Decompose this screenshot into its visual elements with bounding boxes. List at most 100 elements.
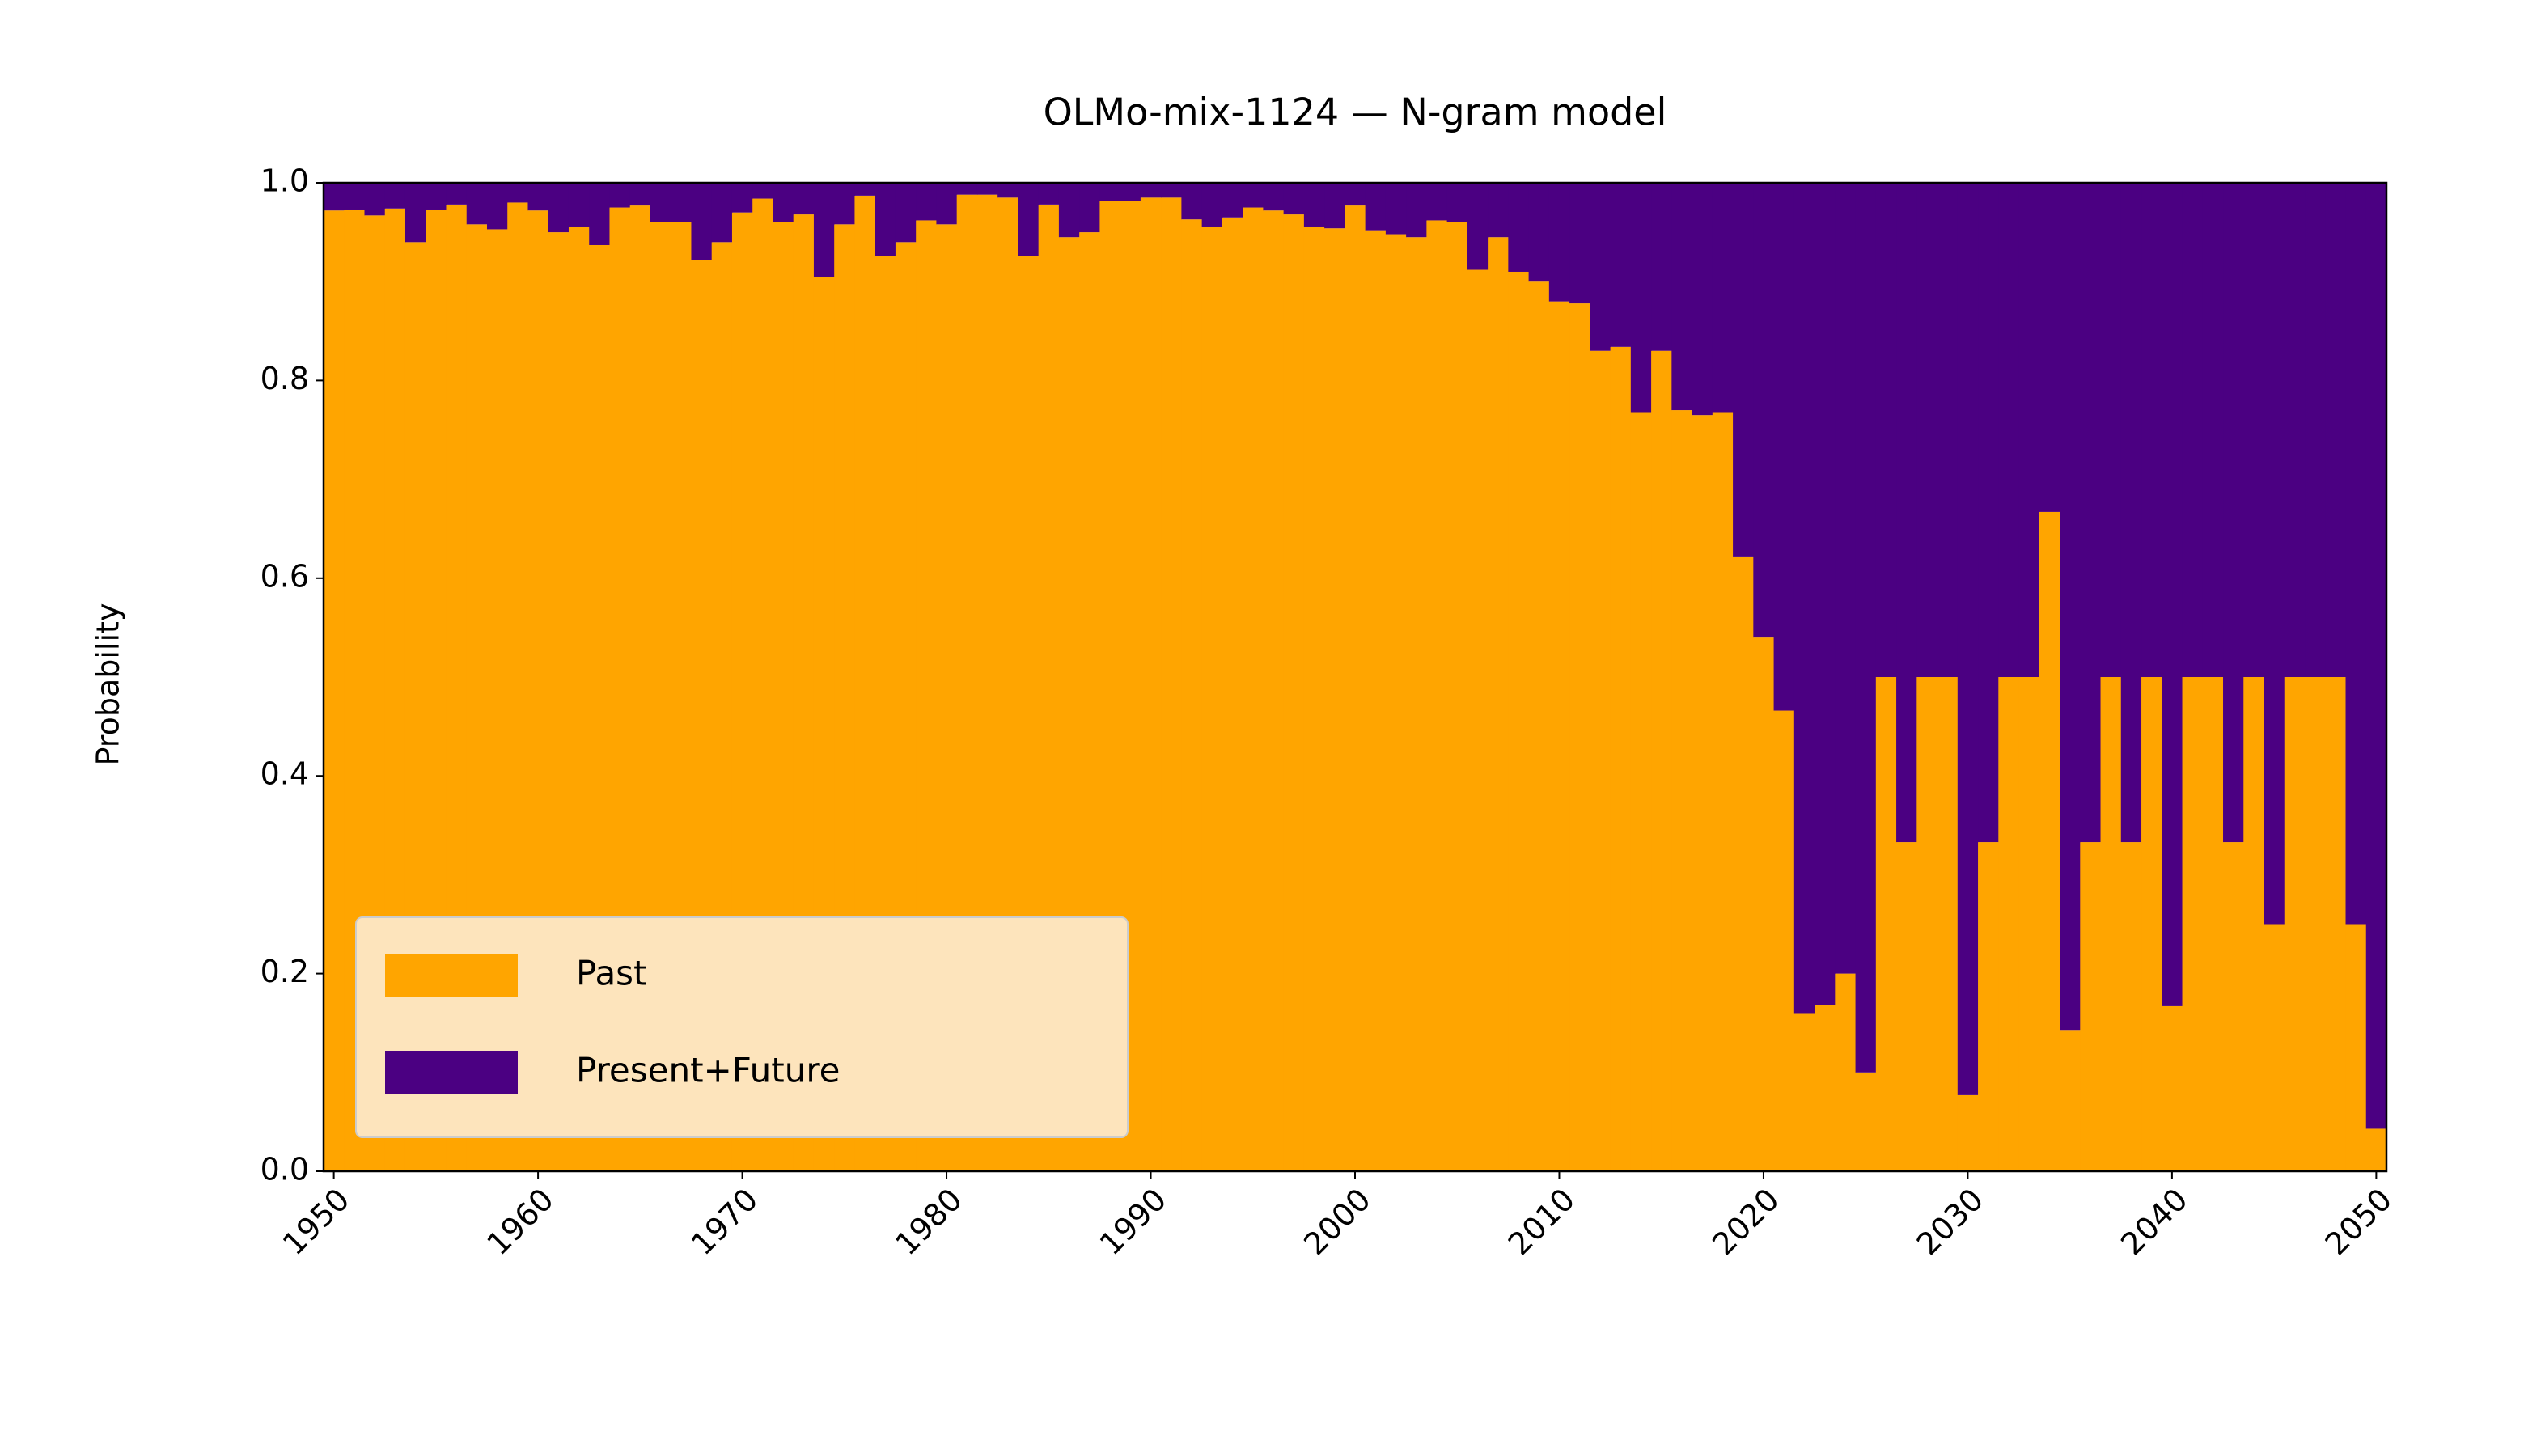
bar-segment bbox=[2223, 842, 2244, 1171]
bar-segment bbox=[1651, 183, 1672, 351]
bar-segment bbox=[1508, 183, 1530, 272]
bar-segment bbox=[1058, 183, 1080, 238]
bar-segment bbox=[1896, 842, 1917, 1171]
bar-segment bbox=[1630, 183, 1652, 413]
bar-segment bbox=[1793, 183, 1815, 1014]
y-axis-label: Probability bbox=[91, 603, 126, 766]
bar-segment bbox=[2162, 183, 2183, 1006]
x-tick-label: 2000 bbox=[1297, 1182, 1378, 1263]
bar-segment bbox=[2080, 842, 2102, 1171]
bar-segment bbox=[1896, 183, 1917, 843]
bar-segment bbox=[834, 183, 856, 225]
bar-segment bbox=[1038, 183, 1060, 205]
y-tick-label: 0.8 bbox=[260, 361, 309, 396]
bar-segment bbox=[1610, 183, 1632, 347]
bar-segment bbox=[466, 183, 488, 225]
x-tick-label: 2040 bbox=[2114, 1182, 2195, 1263]
bar-segment bbox=[1263, 210, 1285, 1171]
bar-segment bbox=[1733, 556, 1754, 1171]
bar-segment bbox=[2060, 183, 2081, 1031]
bar-segment bbox=[1467, 183, 1489, 270]
bar-segment bbox=[1365, 183, 1387, 231]
bar-segment bbox=[1548, 301, 1570, 1171]
bar-segment bbox=[2325, 677, 2347, 1171]
bar-segment bbox=[1406, 183, 1427, 238]
bar-segment bbox=[1201, 226, 1223, 1171]
bar-segment bbox=[1590, 183, 1611, 351]
bar-segment bbox=[2120, 183, 2142, 843]
legend-label: Past bbox=[576, 954, 647, 993]
bar-segment bbox=[895, 183, 917, 243]
bar-segment bbox=[2018, 677, 2040, 1171]
x-tick-label: 1980 bbox=[888, 1182, 969, 1263]
bar-segment bbox=[997, 183, 1019, 198]
bar-segment bbox=[2100, 677, 2122, 1171]
bar-segment bbox=[1385, 234, 1407, 1172]
bar-segment bbox=[1916, 183, 1938, 677]
bar-segment bbox=[1528, 281, 1550, 1172]
legend: Past Present+Future bbox=[355, 916, 1129, 1138]
bar-segment bbox=[773, 183, 794, 222]
y-tick-label: 0.4 bbox=[260, 756, 309, 792]
bar-segment bbox=[1978, 183, 1999, 843]
bar-segment bbox=[1488, 183, 1509, 238]
bar-segment bbox=[1671, 410, 1693, 1171]
bar-segment bbox=[650, 183, 671, 222]
bar-segment bbox=[2345, 924, 2367, 1171]
bar-segment bbox=[1569, 303, 1590, 1172]
bar-segment bbox=[752, 183, 774, 199]
bar-segment bbox=[548, 183, 570, 233]
bar-segment bbox=[1978, 842, 1999, 1171]
bar-segment bbox=[1426, 183, 1448, 221]
bar-segment bbox=[2365, 1128, 2387, 1171]
bar-segment bbox=[2345, 183, 2367, 925]
bar-segment bbox=[1835, 183, 1857, 974]
bar-segment bbox=[1222, 183, 1243, 218]
bar-segment bbox=[2039, 511, 2060, 1171]
bar-segment bbox=[1161, 183, 1182, 198]
bar-segment bbox=[364, 183, 386, 216]
bar-segment bbox=[793, 183, 815, 215]
bar-segment bbox=[1283, 214, 1305, 1171]
bar-segment bbox=[1303, 226, 1325, 1171]
x-tick-label: 2030 bbox=[1910, 1182, 1991, 1263]
bar-segment bbox=[1998, 677, 2020, 1171]
bar-segment bbox=[2162, 1005, 2183, 1171]
legend-box bbox=[355, 916, 1129, 1138]
bar-segment bbox=[1263, 183, 1285, 211]
bar-segment bbox=[2039, 183, 2060, 512]
bar-segment bbox=[1630, 412, 1652, 1171]
bar-segment bbox=[1345, 183, 1366, 206]
bar-segment bbox=[2202, 677, 2224, 1171]
bar-segment bbox=[1671, 183, 1693, 411]
bar-segment bbox=[1528, 183, 1550, 282]
y-tick-label: 1.0 bbox=[260, 163, 309, 199]
bar-segment bbox=[875, 183, 896, 256]
bar-segment bbox=[2100, 183, 2122, 677]
bar-segment bbox=[1835, 973, 1857, 1171]
bar-segment bbox=[2305, 183, 2326, 677]
bar-segment bbox=[2120, 842, 2142, 1171]
bar-segment bbox=[1855, 183, 1877, 1073]
bar-segment bbox=[711, 183, 733, 243]
bar-segment bbox=[2223, 183, 2244, 843]
bar-segment bbox=[2243, 677, 2265, 1171]
bar-segment bbox=[2305, 677, 2326, 1171]
bar-segment bbox=[2080, 183, 2102, 843]
bar-segment bbox=[2264, 924, 2285, 1171]
bar-segment bbox=[1548, 183, 1570, 302]
bar-segment bbox=[1201, 183, 1223, 227]
bar-segment bbox=[324, 183, 345, 211]
bar-segment bbox=[486, 183, 508, 230]
bar-segment bbox=[2182, 183, 2204, 677]
bar-segment bbox=[854, 183, 876, 196]
bar-segment bbox=[1243, 183, 1264, 208]
bar-segment bbox=[1446, 222, 1468, 1171]
bar-segment bbox=[404, 183, 426, 243]
bar-segment bbox=[2141, 183, 2162, 677]
bar-segment bbox=[1957, 183, 1979, 1095]
bar-segment bbox=[1324, 228, 1345, 1171]
bar-segment bbox=[1733, 183, 1754, 557]
bar-segment bbox=[1875, 677, 1897, 1171]
bar-segment bbox=[1753, 183, 1775, 638]
